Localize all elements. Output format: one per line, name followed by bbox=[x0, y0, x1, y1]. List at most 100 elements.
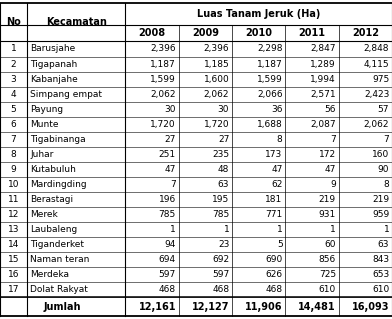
Text: Kecamatan: Kecamatan bbox=[46, 17, 107, 27]
Text: Simpang empat: Simpang empat bbox=[30, 90, 102, 99]
Text: 959: 959 bbox=[372, 210, 389, 219]
Text: 610: 610 bbox=[372, 285, 389, 294]
Text: Tiganderket: Tiganderket bbox=[30, 240, 84, 249]
Text: 2,062: 2,062 bbox=[204, 90, 229, 99]
Text: 2008: 2008 bbox=[138, 28, 165, 38]
Text: 785: 785 bbox=[212, 210, 229, 219]
Text: 16,093: 16,093 bbox=[352, 301, 389, 312]
Text: 60: 60 bbox=[325, 240, 336, 249]
Text: 2,062: 2,062 bbox=[364, 120, 389, 129]
Text: 2,847: 2,847 bbox=[310, 44, 336, 54]
Text: Berastagi: Berastagi bbox=[30, 195, 73, 204]
Text: 181: 181 bbox=[265, 195, 283, 204]
Text: Kutabuluh: Kutabuluh bbox=[30, 165, 76, 174]
Text: 468: 468 bbox=[265, 285, 283, 294]
Text: 2,423: 2,423 bbox=[364, 90, 389, 99]
Text: 4: 4 bbox=[11, 90, 16, 99]
Text: 48: 48 bbox=[218, 165, 229, 174]
Text: 63: 63 bbox=[378, 240, 389, 249]
Text: 47: 47 bbox=[271, 165, 283, 174]
Text: 9: 9 bbox=[330, 180, 336, 189]
Text: 694: 694 bbox=[159, 255, 176, 264]
Text: 771: 771 bbox=[265, 210, 283, 219]
Text: 12,127: 12,127 bbox=[192, 301, 229, 312]
Text: 2,062: 2,062 bbox=[151, 90, 176, 99]
Text: 47: 47 bbox=[325, 165, 336, 174]
Text: 1,720: 1,720 bbox=[150, 120, 176, 129]
Text: 251: 251 bbox=[159, 150, 176, 159]
Text: 2009: 2009 bbox=[192, 28, 219, 38]
Text: 27: 27 bbox=[218, 135, 229, 144]
Text: 4,115: 4,115 bbox=[364, 60, 389, 69]
Text: 1,688: 1,688 bbox=[257, 120, 283, 129]
Text: 692: 692 bbox=[212, 255, 229, 264]
Text: 1: 1 bbox=[330, 225, 336, 234]
Text: 1,720: 1,720 bbox=[204, 120, 229, 129]
Text: 931: 931 bbox=[319, 210, 336, 219]
Text: 11,906: 11,906 bbox=[245, 301, 283, 312]
Text: 30: 30 bbox=[165, 105, 176, 114]
Text: 172: 172 bbox=[319, 150, 336, 159]
Text: 2,848: 2,848 bbox=[364, 44, 389, 54]
Text: 7: 7 bbox=[330, 135, 336, 144]
Text: 2012: 2012 bbox=[352, 28, 379, 38]
Text: No: No bbox=[6, 17, 21, 27]
Text: 468: 468 bbox=[212, 285, 229, 294]
Text: Merdeka: Merdeka bbox=[30, 270, 69, 279]
Text: 63: 63 bbox=[218, 180, 229, 189]
Text: 1: 1 bbox=[11, 44, 16, 54]
Text: 843: 843 bbox=[372, 255, 389, 264]
Text: Barusjahe: Barusjahe bbox=[30, 44, 76, 54]
Text: 94: 94 bbox=[165, 240, 176, 249]
Text: 23: 23 bbox=[218, 240, 229, 249]
Text: Tigapanah: Tigapanah bbox=[30, 60, 78, 69]
Text: 785: 785 bbox=[159, 210, 176, 219]
Text: Payung: Payung bbox=[30, 105, 64, 114]
Text: 195: 195 bbox=[212, 195, 229, 204]
Text: 1,289: 1,289 bbox=[310, 60, 336, 69]
Text: 856: 856 bbox=[319, 255, 336, 264]
Text: 1,187: 1,187 bbox=[150, 60, 176, 69]
Text: Merek: Merek bbox=[30, 210, 58, 219]
Text: 610: 610 bbox=[319, 285, 336, 294]
Text: 36: 36 bbox=[271, 105, 283, 114]
Text: 8: 8 bbox=[11, 150, 16, 159]
Text: 1: 1 bbox=[170, 225, 176, 234]
Text: 1: 1 bbox=[277, 225, 283, 234]
Text: 219: 219 bbox=[372, 195, 389, 204]
Text: 16: 16 bbox=[8, 270, 19, 279]
Text: 2011: 2011 bbox=[299, 28, 325, 38]
Text: Munte: Munte bbox=[30, 120, 59, 129]
Text: 1,185: 1,185 bbox=[203, 60, 229, 69]
Text: Laubaleng: Laubaleng bbox=[30, 225, 78, 234]
Text: 626: 626 bbox=[265, 270, 283, 279]
Text: 1: 1 bbox=[223, 225, 229, 234]
Text: 2,066: 2,066 bbox=[257, 90, 283, 99]
Text: 8: 8 bbox=[277, 135, 283, 144]
Text: 3: 3 bbox=[11, 75, 16, 84]
Text: Tigabinanga: Tigabinanga bbox=[30, 135, 86, 144]
Text: 12,161: 12,161 bbox=[138, 301, 176, 312]
Text: 62: 62 bbox=[271, 180, 283, 189]
Text: 2,571: 2,571 bbox=[310, 90, 336, 99]
Text: 47: 47 bbox=[165, 165, 176, 174]
Text: 1: 1 bbox=[383, 225, 389, 234]
Text: 725: 725 bbox=[319, 270, 336, 279]
Text: 653: 653 bbox=[372, 270, 389, 279]
Text: 219: 219 bbox=[319, 195, 336, 204]
Text: 14,481: 14,481 bbox=[298, 301, 336, 312]
Text: 56: 56 bbox=[325, 105, 336, 114]
Text: 7: 7 bbox=[11, 135, 16, 144]
Text: 57: 57 bbox=[378, 105, 389, 114]
Text: 597: 597 bbox=[159, 270, 176, 279]
Text: 11: 11 bbox=[8, 195, 19, 204]
Text: 7: 7 bbox=[170, 180, 176, 189]
Text: 30: 30 bbox=[218, 105, 229, 114]
Text: 5: 5 bbox=[277, 240, 283, 249]
Text: 160: 160 bbox=[372, 150, 389, 159]
Text: 10: 10 bbox=[8, 180, 19, 189]
Text: 17: 17 bbox=[8, 285, 19, 294]
Text: 690: 690 bbox=[265, 255, 283, 264]
Text: 15: 15 bbox=[8, 255, 19, 264]
Text: 975: 975 bbox=[372, 75, 389, 84]
